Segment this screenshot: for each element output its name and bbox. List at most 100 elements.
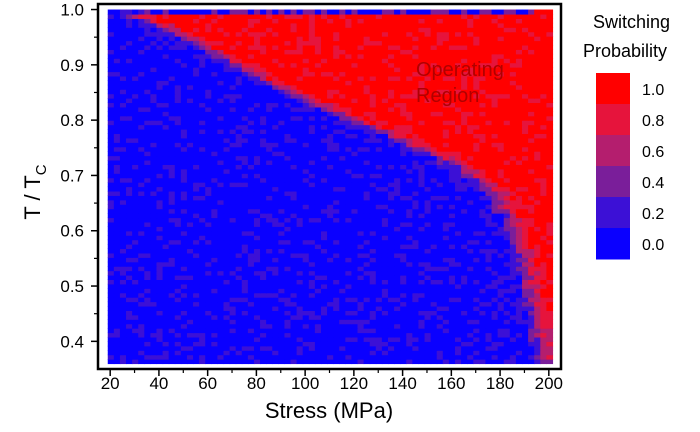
heatmap-cell [290, 137, 298, 143]
heatmap-cell [442, 75, 450, 81]
heatmap-cell [314, 336, 322, 342]
heatmap-cell [448, 186, 456, 192]
heatmap-cell [491, 195, 499, 201]
heatmap-cell [528, 213, 535, 219]
heatmap-cell [473, 80, 480, 86]
heatmap-cell [253, 151, 261, 157]
heatmap-cell [509, 279, 517, 285]
heatmap-cell [375, 177, 383, 183]
heatmap-cell [253, 190, 261, 196]
heatmap-cell [534, 102, 541, 108]
heatmap-cell [247, 71, 255, 77]
heatmap-cell [290, 204, 298, 210]
heatmap-cell [314, 239, 322, 245]
heatmap-cell [260, 283, 267, 289]
heatmap-cell [156, 221, 164, 227]
heatmap-cell [211, 102, 218, 108]
heatmap-cell [132, 252, 139, 258]
heatmap-cell [168, 221, 176, 227]
heatmap-cell [314, 98, 322, 104]
heatmap-cell [424, 239, 432, 245]
heatmap-cell [241, 310, 249, 316]
heatmap-cell [461, 248, 468, 254]
heatmap-cell [174, 199, 182, 205]
heatmap-cell [345, 67, 353, 73]
heatmap-cell [260, 89, 267, 95]
heatmap-cell [424, 75, 432, 81]
heatmap-cell [522, 257, 529, 263]
heatmap-cell [150, 310, 158, 316]
heatmap-cell [412, 301, 420, 307]
heatmap-cell [302, 124, 310, 130]
heatmap-cell [119, 266, 127, 272]
heatmap-cell [363, 182, 371, 188]
heatmap-cell [509, 239, 517, 245]
heatmap-cell [314, 199, 322, 205]
heatmap-cell [345, 274, 353, 280]
heatmap-cell [381, 345, 389, 351]
heatmap-cell [320, 328, 328, 334]
heatmap-cell [448, 142, 456, 148]
heatmap-cell [132, 159, 139, 165]
heatmap-cell [290, 235, 298, 241]
heatmap-cell [229, 261, 237, 267]
heatmap-cell [241, 173, 249, 179]
heatmap-cell [119, 58, 127, 64]
heatmap-cell [296, 164, 304, 170]
heatmap-cell [290, 124, 298, 130]
heatmap-cell [235, 102, 243, 108]
heatmap-cell [339, 310, 346, 316]
heatmap-cell [290, 164, 298, 170]
heatmap-cell [473, 279, 480, 285]
heatmap-cell [266, 292, 273, 298]
heatmap-cell [278, 345, 286, 351]
heatmap-cell [308, 173, 316, 179]
heatmap-cell [522, 301, 529, 307]
heatmap-cell [290, 226, 298, 232]
heatmap-cell [412, 341, 420, 347]
heatmap-cell [418, 257, 426, 263]
heatmap-cell [497, 75, 505, 81]
heatmap-cell [241, 244, 249, 250]
heatmap-cell [290, 67, 298, 73]
heatmap-cell [339, 239, 346, 245]
heatmap-cell [503, 75, 511, 81]
heatmap-cell [351, 248, 359, 254]
heatmap-cell [333, 199, 340, 205]
heatmap-cell [150, 146, 158, 152]
heatmap-cell [381, 89, 389, 95]
heatmap-cell [156, 297, 164, 303]
heatmap-cell [302, 204, 310, 210]
heatmap-cell [412, 120, 420, 126]
heatmap-cell [327, 133, 334, 139]
heatmap-cell [515, 67, 523, 73]
heatmap-cell [540, 221, 547, 227]
heatmap-cell [156, 230, 164, 236]
heatmap-cell [387, 292, 395, 298]
heatmap-cell [503, 288, 511, 294]
heatmap-cell [186, 164, 194, 170]
heatmap-cell [278, 71, 286, 77]
heatmap-cell [387, 266, 395, 272]
heatmap-cell [424, 332, 432, 338]
heatmap-cell [241, 266, 249, 272]
heatmap-cell [211, 80, 218, 86]
heatmap-cell [168, 239, 176, 245]
heatmap-cell [308, 226, 316, 232]
heatmap-cell [296, 248, 304, 254]
heatmap-cell [387, 359, 395, 365]
heatmap-cell [150, 186, 158, 192]
heatmap-cell [345, 336, 353, 342]
heatmap-cell [132, 190, 139, 196]
heatmap-cell [546, 257, 554, 263]
heatmap-cell [448, 217, 456, 223]
heatmap-cell [394, 226, 401, 232]
heatmap-cell [473, 248, 480, 254]
heatmap-cell [162, 62, 170, 68]
heatmap-cell [296, 283, 304, 289]
heatmap-cell [491, 128, 499, 134]
heatmap-cell [369, 106, 377, 112]
heatmap-cell [320, 195, 328, 201]
heatmap-cell [369, 274, 377, 280]
heatmap-cell [308, 288, 316, 294]
